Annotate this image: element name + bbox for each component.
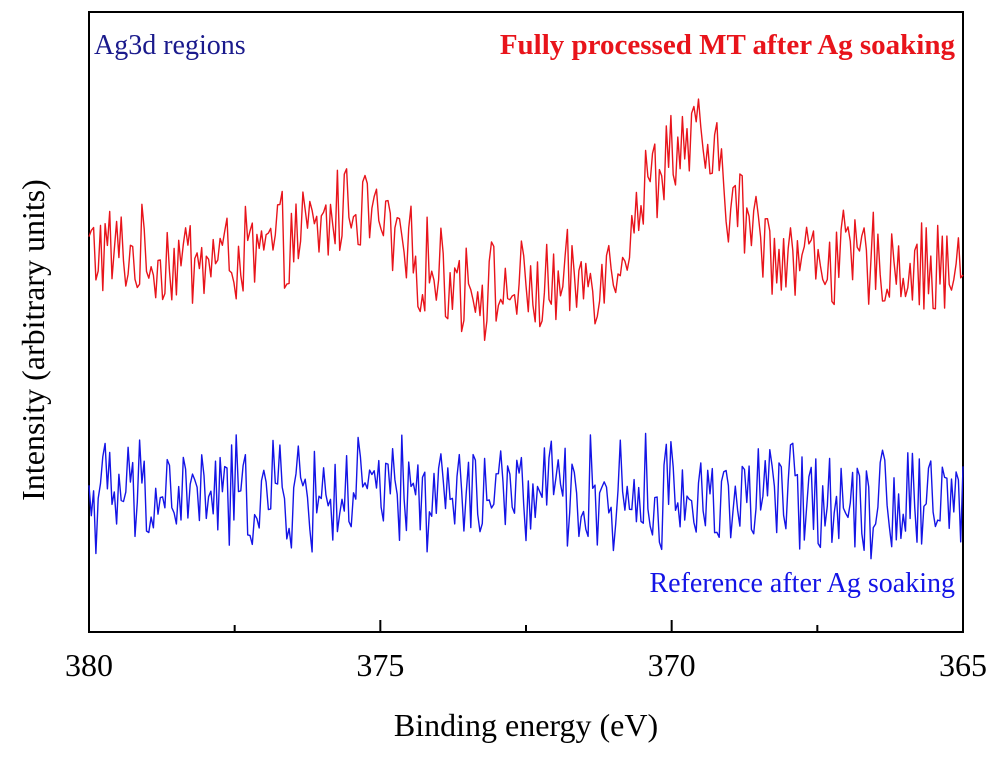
series-label-fully-processed: Fully processed MT after Ag soaking (500, 29, 956, 61)
x-tick-label: 375 (356, 647, 404, 683)
region-label: Ag3d regions (94, 30, 246, 61)
series-layer (88, 98, 964, 560)
series-line-reference (88, 432, 964, 560)
x-tick-label: 365 (939, 647, 987, 683)
y-axis-label: Intensity (arbitrary units) (15, 179, 51, 501)
x-tick-label: 370 (648, 647, 696, 683)
x-axis-label: Binding energy (eV) (394, 707, 658, 743)
series-label-reference: Reference after Ag soaking (649, 568, 955, 599)
x-tick-labels: 380 375 370 365 (65, 647, 987, 683)
x-ticks (88, 620, 964, 632)
x-tick-label: 380 (65, 647, 113, 683)
series-line-fully-processed (88, 98, 964, 341)
